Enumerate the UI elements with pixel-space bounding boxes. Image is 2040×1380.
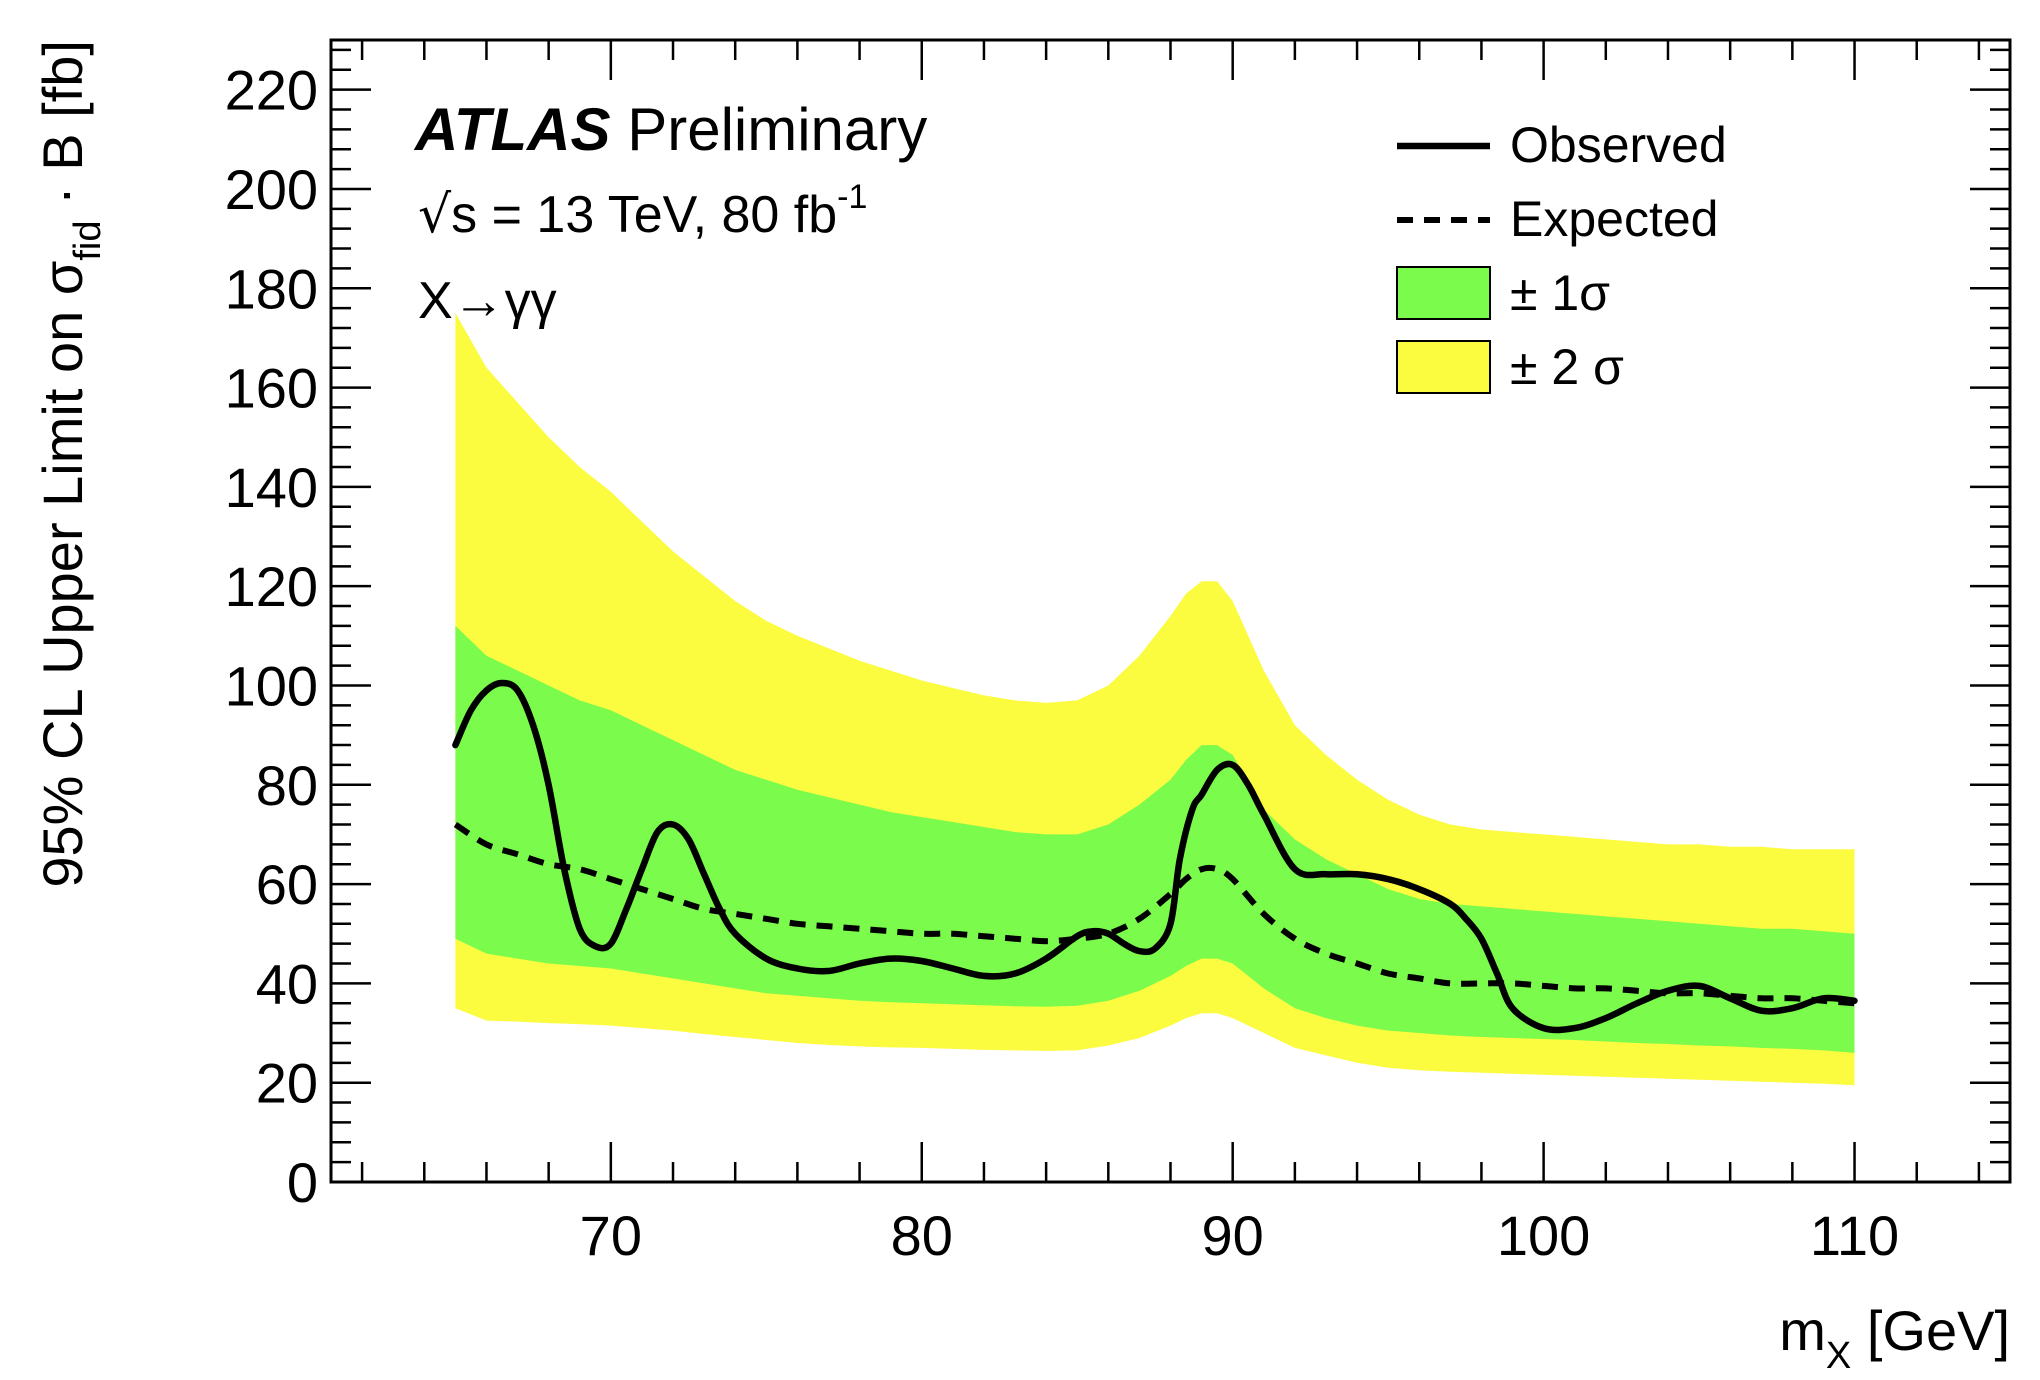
x-axis-label: mX [GeV] (1779, 1299, 2010, 1377)
x-tick-label: 90 (1202, 1204, 1264, 1267)
legend-two-sigma-swatch (1396, 340, 1491, 394)
x-tick-label: 80 (891, 1204, 953, 1267)
x-tick-label: 110 (1810, 1204, 1899, 1267)
x-tick-label: 100 (1497, 1204, 1590, 1267)
y-tick-label: 200 (225, 158, 318, 221)
atlas-experiment: ATLAS (413, 96, 611, 163)
y-tick-label: 80 (256, 754, 318, 817)
legend-one-sigma-swatch (1396, 266, 1491, 320)
y-tick-label: 100 (225, 654, 318, 717)
y-tick-label: 0 (287, 1151, 318, 1214)
lumi-exponent: -1 (837, 178, 867, 216)
energy-text: s = 13 TeV, 80 fb (451, 186, 837, 244)
axis-tick-labels: 70 80 90 100 110 0 20 40 60 80 100 120 140 160 180 200 2… (225, 59, 1900, 1267)
energy-lumi-label: √s = 13 TeV, 80 fb-1 (418, 178, 867, 245)
legend: Observed Expected ± 1σ ± 2 σ (1396, 117, 1727, 395)
x-tick-label: 70 (580, 1204, 642, 1267)
atlas-label: ATLAS Preliminary (413, 96, 927, 163)
process-label: X→γγ (418, 272, 557, 330)
y-tick-label: 20 (256, 1052, 318, 1115)
lines-layer (452, 679, 1858, 1034)
y-tick-label: 40 (256, 952, 318, 1015)
legend-observed-label: Observed (1510, 117, 1727, 173)
y-tick-label: 160 (225, 357, 318, 420)
y-tick-label: 180 (225, 257, 318, 320)
legend-two-sigma-label: ± 2 σ (1510, 339, 1624, 395)
x-axis-label-main: m (1779, 1299, 1826, 1362)
sqrt-symbol: √ (418, 185, 452, 245)
x-axis-label-sub: X (1826, 1335, 1851, 1377)
y-tick-label: 60 (256, 853, 318, 916)
y-axis-label-tail: · B [fb] (31, 40, 94, 221)
legend-one-sigma-label: ± 1σ (1510, 265, 1610, 321)
one-sigma-band (455, 625, 1855, 1053)
observed-limit-line (452, 679, 1858, 1034)
y-axis-label: 95% CL Upper Limit on σfid · B [fb] (31, 40, 109, 888)
x-axis-label-unit: [GeV] (1851, 1299, 2010, 1362)
legend-expected-label: Expected (1510, 191, 1718, 247)
y-axis-label-sub: fid (67, 221, 109, 261)
y-axis-label-main: 95% CL Upper Limit on σ (31, 261, 94, 888)
y-tick-label: 120 (225, 555, 318, 618)
atlas-status: Preliminary (611, 96, 928, 163)
axis-ticks (331, 40, 2010, 1184)
y-tick-label: 140 (225, 456, 318, 519)
y-tick-label: 220 (225, 59, 318, 122)
bands-layer (455, 313, 1855, 1086)
